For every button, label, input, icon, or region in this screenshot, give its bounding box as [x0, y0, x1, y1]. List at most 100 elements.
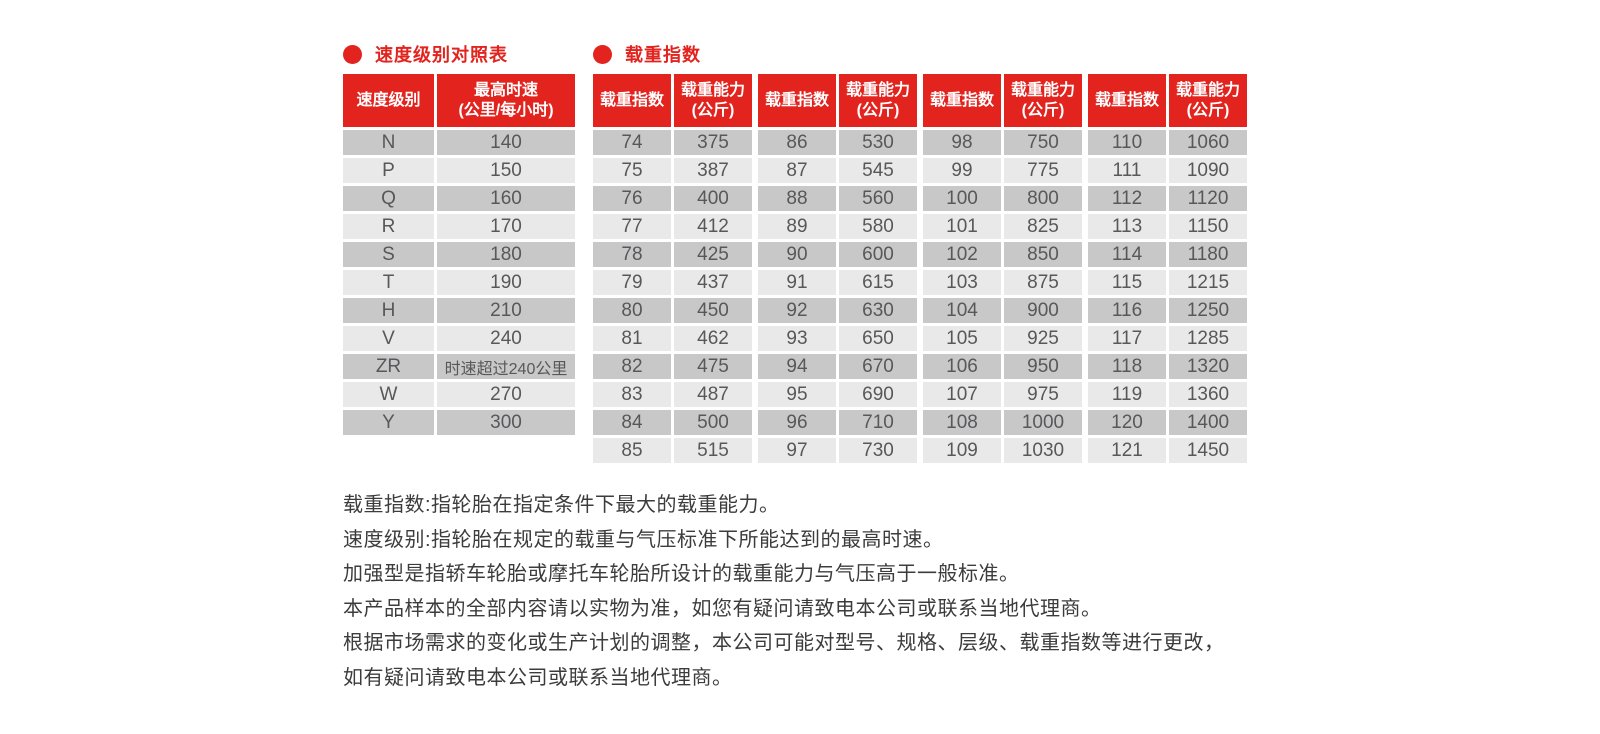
table-cell: 437	[674, 270, 752, 295]
speed-table-header-rating: 速度级别	[343, 74, 434, 127]
table-row: Y 300	[343, 410, 575, 435]
table-cell: 104	[923, 298, 1001, 323]
table-row: 85 515	[593, 438, 752, 463]
table-cell: 106	[923, 354, 1001, 379]
table-cell: 1450	[1169, 438, 1247, 463]
table-row: N 140	[343, 130, 575, 155]
table-row: 119 1360	[1088, 382, 1247, 407]
load-table-group-1: 载重指数 载重能力 (公斤) 74 375 75 387 76 400 77 412 78 425…	[593, 74, 752, 466]
table-cell: 95	[758, 382, 836, 407]
note-line: 加强型是指轿车轮胎或摩托车轮胎所设计的载重能力与气压高于一般标准。	[343, 563, 1020, 586]
table-cell: 1285	[1169, 326, 1247, 351]
speed-table-header-maxspeed: 最高时速 (公里/每小时)	[437, 74, 575, 127]
table-cell: 825	[1004, 214, 1082, 239]
table-row: 100 800	[923, 186, 1082, 211]
footnotes: 载重指数:指轮胎在指定条件下最大的载重能力。 速度级别:指轮胎在规定的载重与气压标…	[343, 488, 1343, 696]
table-cell: 487	[674, 382, 752, 407]
load-table-title-text: 载重指数	[625, 45, 701, 65]
note-line: 如有疑问请致电本公司或联系当地代理商。	[343, 666, 733, 689]
table-cell: 800	[1004, 186, 1082, 211]
table-cell: 74	[593, 130, 671, 155]
load-table-header-row: 载重指数 载重能力 (公斤)	[1088, 74, 1247, 127]
load-index-header: 载重指数	[923, 74, 1001, 127]
table-cell: 600	[839, 242, 917, 267]
table-row: 113 1150	[1088, 214, 1247, 239]
table-row: 90 600	[758, 242, 917, 267]
table-row: 118 1320	[1088, 354, 1247, 379]
table-row: 98 750	[923, 130, 1082, 155]
table-cell: 110	[1088, 130, 1166, 155]
load-table-group-4-body: 110 1060 111 1090 112 1120 113 1150 114 1180 115 12…	[1088, 130, 1247, 463]
table-cell: 375	[674, 130, 752, 155]
table-row: 115 1215	[1088, 270, 1247, 295]
table-cell: 150	[437, 158, 575, 183]
table-cell: 81	[593, 326, 671, 351]
table-row: 86 530	[758, 130, 917, 155]
table-cell: 190	[437, 270, 575, 295]
table-cell: 560	[839, 186, 917, 211]
table-cell: 462	[674, 326, 752, 351]
table-cell: 79	[593, 270, 671, 295]
table-row: 101 825	[923, 214, 1082, 239]
table-row: 111 1090	[1088, 158, 1247, 183]
table-cell: T	[343, 270, 434, 295]
table-cell: 1215	[1169, 270, 1247, 295]
table-cell: 90	[758, 242, 836, 267]
table-cell: 730	[839, 438, 917, 463]
table-cell: 108	[923, 410, 1001, 435]
table-row: 89 580	[758, 214, 917, 239]
load-table-title: 载重指数	[593, 42, 701, 66]
load-capacity-header: 载重能力 (公斤)	[1169, 74, 1247, 127]
table-row: 79 437	[593, 270, 752, 295]
table-cell: 98	[923, 130, 1001, 155]
load-capacity-header: 载重能力 (公斤)	[839, 74, 917, 127]
table-cell: 670	[839, 354, 917, 379]
speed-table-title: 速度级别对照表	[343, 42, 508, 66]
table-cell: 99	[923, 158, 1001, 183]
note-line: 载重指数:指轮胎在指定条件下最大的载重能力。	[343, 494, 780, 516]
table-row: 76 400	[593, 186, 752, 211]
table-cell: 650	[839, 326, 917, 351]
table-cell: R	[343, 214, 434, 239]
table-row: 82 475	[593, 354, 752, 379]
table-row: Q 160	[343, 186, 575, 211]
speed-table-body: N 140 P 150 Q 160 R 170 S 180 T 190 H 210 V 240 ZR 时速超过24…	[343, 130, 575, 435]
table-row: R 170	[343, 214, 575, 239]
table-row: 75 387	[593, 158, 752, 183]
table-row: ZR 时速超过240公里	[343, 354, 575, 379]
table-cell: 710	[839, 410, 917, 435]
table-row: W 270	[343, 382, 575, 407]
table-row: 109 1030	[923, 438, 1082, 463]
table-cell: 102	[923, 242, 1001, 267]
table-cell: 950	[1004, 354, 1082, 379]
table-cell: 119	[1088, 382, 1166, 407]
table-cell: 160	[437, 186, 575, 211]
table-cell: 850	[1004, 242, 1082, 267]
table-cell: 1000	[1004, 410, 1082, 435]
table-cell: 111	[1088, 158, 1166, 183]
load-table-group-2-body: 86 530 87 545 88 560 89 580 90 600 91 615 92 630 93 650…	[758, 130, 917, 463]
table-row: 92 630	[758, 298, 917, 323]
table-cell: 97	[758, 438, 836, 463]
table-cell: 时速超过240公里	[437, 354, 575, 379]
table-cell: 1360	[1169, 382, 1247, 407]
table-cell: 84	[593, 410, 671, 435]
table-cell: 88	[758, 186, 836, 211]
table-row: P 150	[343, 158, 575, 183]
table-row: T 190	[343, 270, 575, 295]
table-cell: 475	[674, 354, 752, 379]
table-row: 94 670	[758, 354, 917, 379]
load-capacity-header: 载重能力 (公斤)	[674, 74, 752, 127]
table-cell: 116	[1088, 298, 1166, 323]
table-row: 108 1000	[923, 410, 1082, 435]
table-cell: 580	[839, 214, 917, 239]
table-cell: Q	[343, 186, 434, 211]
load-table-group-3: 载重指数 载重能力 (公斤) 98 750 99 775 100 800 101 825 102…	[923, 74, 1082, 466]
table-row: 80 450	[593, 298, 752, 323]
load-table-group-4: 载重指数 载重能力 (公斤) 110 1060 111 1090 112 1120 113 1…	[1088, 74, 1247, 466]
table-cell: 1120	[1169, 186, 1247, 211]
table-cell: 1320	[1169, 354, 1247, 379]
table-row: 116 1250	[1088, 298, 1247, 323]
table-row: 102 850	[923, 242, 1082, 267]
table-row: 112 1120	[1088, 186, 1247, 211]
